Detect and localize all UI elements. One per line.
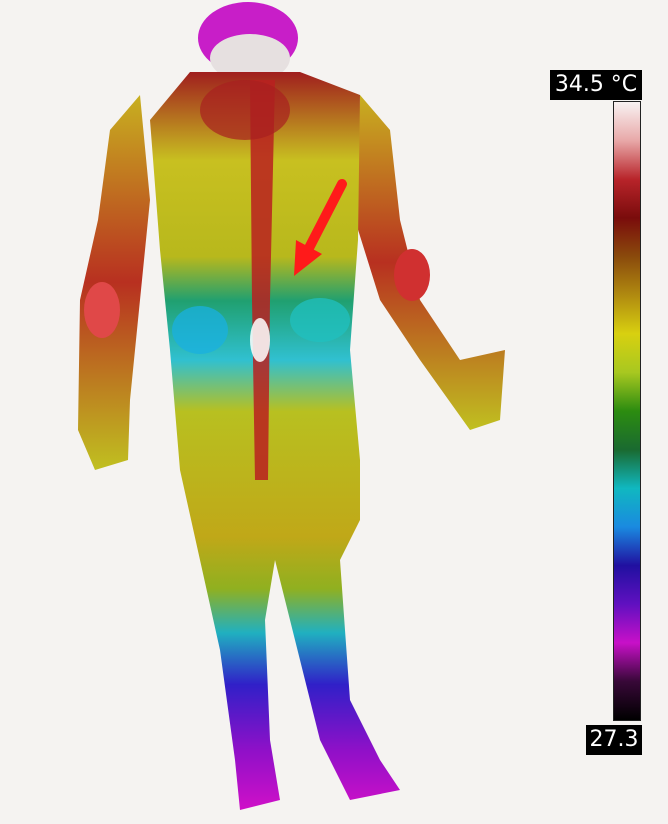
temperature-color-scale [613, 101, 641, 721]
annotation-arrow-icon [294, 179, 347, 276]
scale-max-label: 34.5 °C [550, 70, 642, 100]
torso-region [150, 72, 400, 810]
left-arm-region [78, 95, 150, 470]
scale-min-label: 27.3 [586, 725, 642, 755]
head-region [198, 2, 298, 82]
right-arm-region [355, 95, 505, 430]
thermal-body-figure [78, 2, 505, 810]
